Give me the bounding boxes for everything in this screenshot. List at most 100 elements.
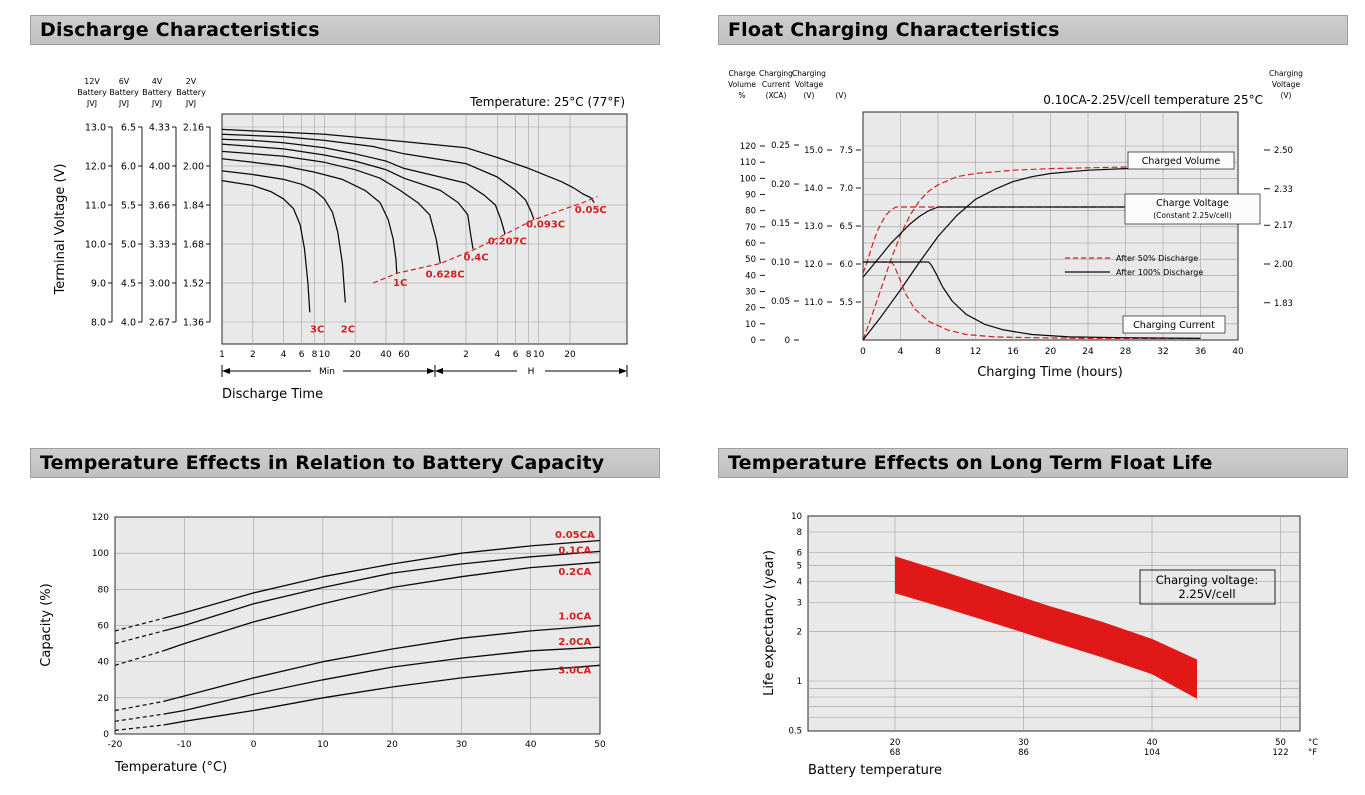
- svg-text:Battery: Battery: [176, 88, 206, 97]
- svg-text:Charging: Charging: [792, 69, 826, 78]
- svg-text:0: 0: [751, 336, 756, 346]
- gridlines: [222, 114, 627, 344]
- svg-text:1: 1: [797, 677, 802, 687]
- svg-text:4.33: 4.33: [149, 123, 170, 134]
- x-tick-labels: 1 2 4 6 8 10 20 40 60 2 4 6 8 10 20: [219, 350, 576, 360]
- svg-text:20: 20: [890, 738, 901, 748]
- svg-text:2: 2: [463, 350, 469, 360]
- svg-text:4: 4: [281, 350, 287, 360]
- series: [221, 128, 598, 313]
- svg-text:Battery: Battery: [109, 88, 139, 97]
- svg-text:0.2CA: 0.2CA: [558, 567, 591, 578]
- svg-text:4: 4: [797, 578, 802, 588]
- svg-text:2.17: 2.17: [1274, 221, 1293, 231]
- svg-text:6.5: 6.5: [839, 222, 853, 232]
- temperature-capacity-chart: 0 20 40 60 80 100 120 -20 -10 0 10 20 30 40 50 Capacity…: [39, 513, 606, 775]
- y-axis-title: Life expectancy (year): [762, 550, 777, 696]
- svg-text:0.25: 0.25: [771, 141, 790, 151]
- svg-text:Voltage: Voltage: [1272, 80, 1301, 89]
- svg-text:Charge Voltage: Charge Voltage: [1156, 198, 1229, 209]
- svg-text:1.68: 1.68: [183, 240, 204, 251]
- svg-text:JVJ: JVJ: [86, 99, 97, 108]
- svg-text:30: 30: [745, 287, 756, 297]
- svg-text:0.5: 0.5: [788, 727, 802, 737]
- svg-text:0: 0: [860, 347, 866, 357]
- svg-text:1.52: 1.52: [183, 279, 204, 290]
- section-title-float-charging: Float Charging Characteristics: [728, 19, 1060, 41]
- svg-text:6: 6: [299, 350, 305, 360]
- svg-text:10: 10: [791, 512, 802, 522]
- svg-text:70: 70: [745, 223, 756, 233]
- svg-text:Capacity (%): Capacity (%): [39, 583, 54, 666]
- svg-text:14.0: 14.0: [804, 184, 823, 194]
- svg-text:1C: 1C: [393, 278, 407, 289]
- svg-text:4V: 4V: [152, 77, 163, 86]
- panel-float-charging: Float Charging Characteristics Charge Vol…: [718, 15, 1348, 439]
- svg-text:12V: 12V: [84, 77, 100, 86]
- svg-text:20: 20: [386, 740, 398, 750]
- svg-text:10: 10: [319, 350, 331, 360]
- svg-text:(V): (V): [1281, 91, 1292, 100]
- svg-text:120: 120: [92, 513, 109, 523]
- svg-text:JVJ: JVJ: [185, 99, 196, 108]
- svg-text:122: 122: [1272, 748, 1288, 758]
- svg-text:Battery: Battery: [142, 88, 172, 97]
- panel-temp-capacity: Temperature Effects in Relation to Batte…: [30, 448, 660, 795]
- axis-column: Charging Voltage (V) 15.0 14.0 13.0 12.0 11.0: [792, 69, 832, 308]
- svg-text:13.0: 13.0: [804, 222, 823, 232]
- svg-text:4.0: 4.0: [121, 318, 136, 329]
- voltage-scale: 4V Battery JVJ 4.33 4.00 3.66 3.33 3.00 2.67: [142, 77, 177, 329]
- svg-text:0.628C: 0.628C: [426, 269, 465, 280]
- y-axis-title: Capacity (%): [39, 583, 54, 666]
- svg-text:50: 50: [745, 255, 756, 265]
- svg-text:0: 0: [785, 336, 790, 346]
- svg-text:Min: Min: [319, 367, 335, 377]
- voltage-scale: 6V Battery JVJ 6.5 6.0 5.5 5.0 4.5 4.0: [109, 77, 143, 329]
- panel-discharge: Discharge Characteristics 1 2 4 6 8 10 20 40 60 2…: [30, 15, 660, 439]
- svg-text:60: 60: [98, 622, 110, 632]
- svg-text:0.10CA-2.25V/cell temperature: 0.10CA-2.25V/cell temperature 25°C: [1043, 93, 1263, 107]
- series: [862, 166, 1201, 341]
- svg-text:8: 8: [526, 350, 532, 360]
- curve-labels: 3C 2C 1C 0.628C 0.4C 0.207C 0.093C 0.05C: [310, 205, 607, 335]
- time-unit-ruler: Min H: [221, 365, 628, 377]
- svg-text:3: 3: [797, 598, 802, 608]
- svg-text:Temperature (°C): Temperature (°C): [114, 760, 227, 775]
- svg-text:5.0: 5.0: [121, 240, 136, 251]
- svg-text:°F: °F: [1308, 748, 1317, 758]
- svg-text:Charging Time (hours): Charging Time (hours): [977, 365, 1123, 380]
- section-title-float-life: Temperature Effects on Long Term Float L…: [728, 452, 1213, 474]
- svg-text:0.05CA: 0.05CA: [555, 530, 595, 541]
- svg-text:Voltage: Voltage: [795, 80, 824, 89]
- svg-text:8: 8: [797, 528, 802, 538]
- section-header-float-life: Temperature Effects on Long Term Float L…: [718, 448, 1348, 478]
- svg-text:8.0: 8.0: [91, 318, 106, 329]
- x-axis-title: Temperature (°C): [114, 760, 227, 775]
- section-header-float-charging: Float Charging Characteristics: [718, 15, 1348, 45]
- svg-text:2.00: 2.00: [183, 162, 204, 173]
- svg-text:110: 110: [740, 158, 756, 168]
- svg-text:4.00: 4.00: [149, 162, 170, 173]
- svg-text:0.15: 0.15: [771, 219, 790, 229]
- svg-text:80: 80: [98, 585, 110, 595]
- svg-text:12: 12: [970, 347, 981, 357]
- svg-text:32: 32: [1157, 347, 1168, 357]
- x-axis-title: Discharge Time: [222, 387, 323, 402]
- svg-text:100: 100: [740, 174, 756, 184]
- svg-text:8: 8: [312, 350, 318, 360]
- svg-text:After 100% Discharge: After 100% Discharge: [1116, 268, 1203, 277]
- svg-text:36: 36: [1195, 347, 1207, 357]
- axis-column: Charging Current (XCA) 0.25 0.20 0.15 0.10 0.05…: [759, 69, 799, 346]
- svg-text:28: 28: [1120, 347, 1132, 357]
- plot-area: [221, 113, 628, 345]
- svg-text:104: 104: [1144, 748, 1160, 758]
- svg-text:Terminal Voltage (V): Terminal Voltage (V): [53, 163, 68, 295]
- voltage-scale: 2V Battery JVJ 2.16 2.00 1.84 1.68 1.52 1.36: [176, 77, 211, 329]
- svg-text:0.207C: 0.207C: [488, 237, 527, 248]
- panel-float-life: Temperature Effects on Long Term Float L…: [718, 448, 1348, 795]
- svg-text:1.36: 1.36: [183, 318, 204, 329]
- svg-text:40: 40: [1147, 738, 1158, 748]
- svg-text:68: 68: [890, 748, 901, 758]
- life-expectancy-band: [895, 556, 1197, 699]
- svg-text:40: 40: [525, 740, 537, 750]
